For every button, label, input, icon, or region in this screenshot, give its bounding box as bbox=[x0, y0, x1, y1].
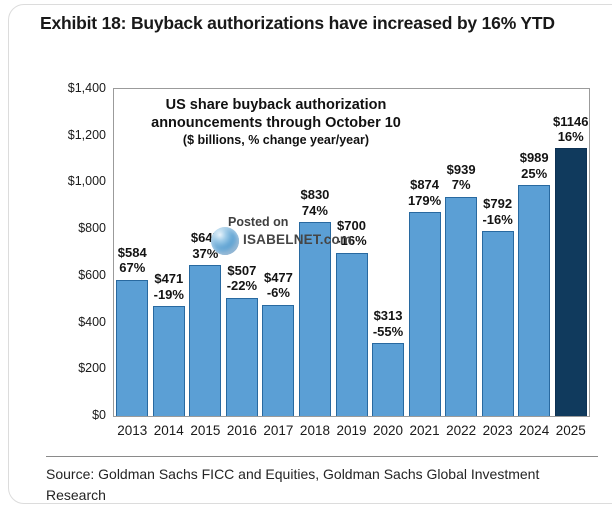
y-tick-label: $0 bbox=[92, 408, 106, 422]
bar-2022 bbox=[445, 196, 478, 416]
source-text: Source: Goldman Sachs FICC and Equities,… bbox=[46, 466, 540, 503]
bar-pct-label: -55% bbox=[372, 323, 404, 339]
bar-2014 bbox=[152, 306, 185, 416]
bar-pct-label: 67% bbox=[119, 260, 146, 276]
bar-value-label: $507 bbox=[227, 262, 257, 278]
x-tick-label: 2017 bbox=[263, 423, 294, 438]
bar-pct-label: 179% bbox=[407, 192, 442, 208]
bar-label-2017: $477 -6% bbox=[264, 270, 293, 301]
bar-value-label: $830 bbox=[300, 187, 330, 203]
chart-subtitle: ($ billions, % change year/year) bbox=[182, 133, 370, 148]
x-tick-label: 2025 bbox=[555, 423, 586, 438]
x-axis: 2013 2014 2015 2016 2017 2018 2019 2020 2021 2022… bbox=[113, 423, 590, 443]
bar-2016 bbox=[225, 297, 258, 416]
bar-pct-label: 16% bbox=[557, 129, 584, 144]
bar-pct-label: -16% bbox=[336, 233, 367, 249]
footer-divider bbox=[46, 456, 598, 457]
chart-title-line2: announcements through October 10 bbox=[151, 115, 401, 132]
bar-2018 bbox=[298, 222, 331, 416]
bar-value-label: $1146 bbox=[553, 113, 589, 129]
bar-2015 bbox=[189, 264, 222, 416]
bar-pct-label: 7% bbox=[451, 177, 471, 193]
bar-2021 bbox=[408, 211, 441, 416]
bar-value-label: $874 bbox=[410, 177, 440, 193]
y-tick-label: $1,000 bbox=[67, 174, 106, 189]
exhibit-title: Exhibit 18: Buyback authorizations have … bbox=[40, 13, 555, 33]
y-tick-label: $200 bbox=[78, 361, 106, 376]
bar-pct-label: -6% bbox=[266, 285, 290, 301]
plot-area: US share buyback authorization announcem… bbox=[113, 88, 590, 417]
bar-2023 bbox=[481, 231, 514, 416]
y-tick-label: $1,400 bbox=[67, 81, 106, 95]
bar-label-2019: $700 -16% bbox=[336, 218, 366, 249]
bar-label-2013: $584 67% bbox=[118, 245, 147, 276]
x-tick-label: 2022 bbox=[446, 423, 477, 438]
bar-label-2018: $830 74% bbox=[300, 187, 329, 218]
bar-label-2021: $874 179% bbox=[408, 177, 441, 208]
bar-pct-label: 25% bbox=[521, 165, 548, 181]
chart-title: US share buyback authorization announcem… bbox=[126, 96, 426, 149]
x-tick-label: 2023 bbox=[482, 423, 513, 438]
bar-value-label: $477 bbox=[263, 269, 293, 285]
bar-label-2023: $792 -16% bbox=[482, 196, 512, 227]
bar-2025 bbox=[554, 148, 587, 416]
bar-label-2014: $471 -19% bbox=[154, 271, 184, 302]
bar-pct-label: -22% bbox=[226, 278, 258, 294]
bar-label-2016: $507 -22% bbox=[227, 263, 257, 294]
x-tick-label: 2018 bbox=[299, 423, 330, 438]
bar-value-label: $939 bbox=[446, 162, 476, 178]
bar-2013 bbox=[116, 279, 149, 416]
bar-value-label: $792 bbox=[483, 196, 513, 212]
watermark-posted-on: Posted on bbox=[228, 215, 289, 229]
y-axis: $1,400 $1,200 $1,000 $800 $600 $400 $200 $0 bbox=[28, 81, 106, 422]
bar-2019 bbox=[335, 252, 368, 416]
bar-2020 bbox=[372, 342, 405, 416]
y-tick-label: $400 bbox=[78, 314, 106, 329]
bar-label-2025: $1146 16% bbox=[553, 114, 588, 145]
x-tick-label: 2013 bbox=[117, 423, 148, 438]
y-tick-label: $800 bbox=[78, 221, 106, 236]
bar-value-label: $700 bbox=[337, 217, 366, 233]
bar-value-label: $584 bbox=[117, 244, 147, 260]
x-tick-label: 2015 bbox=[190, 423, 221, 438]
x-tick-label: 2019 bbox=[336, 423, 367, 438]
bar-pct-label: 74% bbox=[301, 202, 328, 218]
chart-title-line1: US share buyback authorization bbox=[165, 97, 387, 113]
bar-pct-label: 37% bbox=[192, 245, 219, 261]
bar-pct-label: -16% bbox=[482, 211, 513, 227]
bar-2017 bbox=[262, 304, 295, 416]
x-tick-label: 2021 bbox=[409, 423, 440, 438]
y-tick-label: $600 bbox=[78, 267, 106, 282]
bar-value-label: $989 bbox=[519, 150, 549, 166]
watermark-isabelnet: ISABELNET.com bbox=[243, 232, 353, 247]
x-tick-label: 2016 bbox=[226, 423, 257, 438]
bar-2024 bbox=[518, 185, 551, 416]
bar-label-2024: $989 25% bbox=[520, 150, 549, 181]
x-tick-label: 2014 bbox=[153, 423, 184, 438]
x-tick-label: 2024 bbox=[519, 423, 550, 438]
bar-label-2020: $313 -55% bbox=[373, 308, 403, 339]
bar-value-label: $471 bbox=[154, 271, 184, 287]
x-tick-label: 2020 bbox=[373, 423, 404, 438]
y-tick-label: $1,200 bbox=[67, 127, 106, 142]
bar-label-2022: $939 7% bbox=[447, 162, 476, 193]
globe-icon bbox=[211, 227, 239, 255]
bar-value-label: $313 bbox=[373, 308, 403, 324]
bar-pct-label: -19% bbox=[153, 286, 184, 302]
